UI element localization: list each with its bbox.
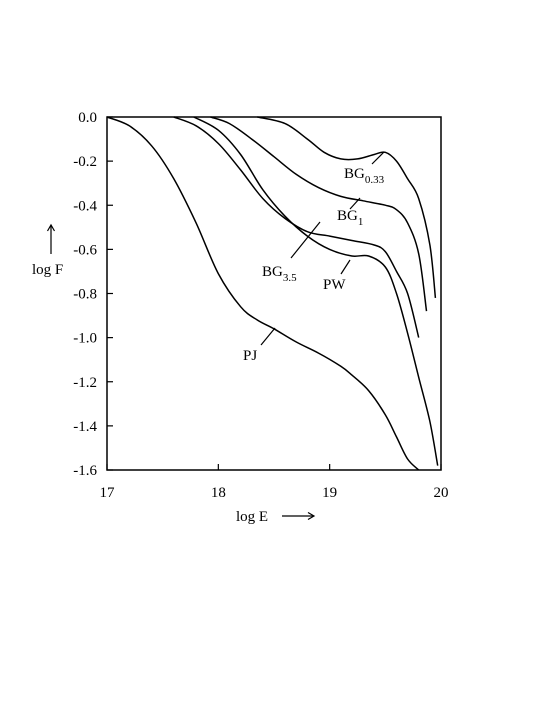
y-tick-label: -1.4: [73, 419, 97, 435]
series-lines: [106, 116, 439, 471]
y-tick-label: -1.6: [73, 463, 97, 479]
x-tick-label: 17: [100, 485, 116, 501]
leader-bg3-5: [290, 221, 321, 259]
y-tick-label: 0.0: [78, 110, 97, 126]
x-tick-label: 18: [211, 485, 226, 501]
y-axis: 0.0 -0.2 -0.4 -0.6 -0.8 -1.0 -1.2 -1.4 -1.6: [73, 110, 113, 479]
leader-bg0-33: [371, 151, 385, 165]
y-tick-label: -0.8: [73, 287, 97, 303]
series-label-subscript: 3.5: [283, 272, 297, 284]
leader-pj: [260, 327, 276, 346]
x-axis-title: log E: [236, 509, 268, 525]
y-axis-arrow-icon: [46, 223, 56, 254]
series-label-bg0-33: BG0.33: [344, 166, 385, 186]
series-line-bg3-5: [173, 116, 420, 338]
series-label-pw: PW: [323, 277, 346, 293]
y-tick-label: -0.6: [73, 242, 97, 258]
y-tick-label: -1.0: [73, 331, 97, 347]
series-label-bg1: BG1: [337, 208, 363, 228]
y-tick-label: -0.2: [73, 154, 97, 170]
series-label-pj: PJ: [243, 348, 257, 364]
series-label-bg3-5: BG3.5: [262, 264, 297, 284]
series-line-bg0-33: [257, 116, 437, 298]
y-tick-label: -1.2: [73, 375, 97, 391]
plot-frame: [106, 116, 442, 471]
y-tick-label: -0.4: [73, 198, 97, 214]
y-axis-title: log F: [32, 262, 63, 278]
x-axis-arrow-icon: [282, 511, 316, 521]
leader-pw: [340, 259, 351, 275]
x-axis: 17 18 19 20: [100, 464, 449, 501]
series-label-subscript: 1: [358, 216, 364, 228]
x-tick-label: 20: [434, 485, 449, 501]
series-line-pw: [193, 116, 439, 466]
series-line-bg1: [210, 116, 428, 312]
x-tick-label: 19: [322, 485, 337, 501]
series-labels: BG0.33 BG1 BG3.5 PW PJ: [243, 151, 385, 364]
leader-bg1: [349, 197, 361, 210]
series-line-pj: [106, 116, 420, 471]
series-label-subscript: 0.33: [365, 174, 385, 186]
